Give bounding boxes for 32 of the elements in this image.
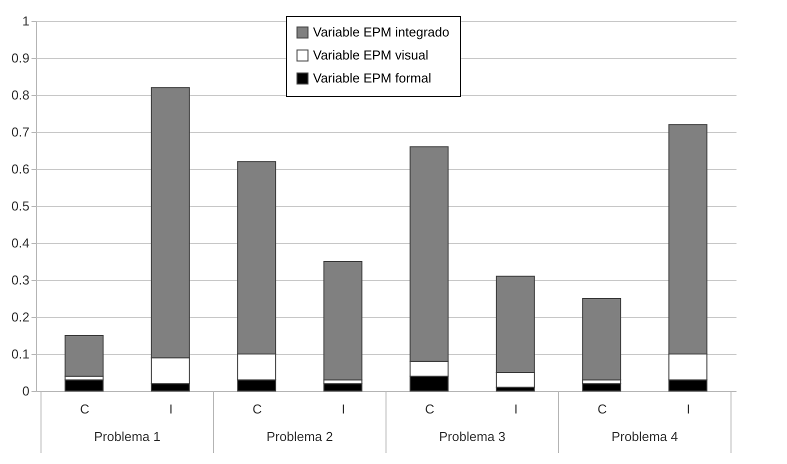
x-tick-label: C — [424, 402, 434, 416]
bar — [582, 383, 622, 392]
bar — [323, 261, 362, 380]
y-tick-label: 0.8 — [11, 88, 30, 102]
y-tick-label: 0.7 — [11, 124, 30, 140]
x-tick-label: I — [342, 402, 346, 416]
legend-label: Variable EPM formal — [313, 70, 432, 86]
y-tick-label: 0.6 — [11, 162, 30, 176]
legend-label: Variable EPM visual — [313, 48, 428, 62]
x-tick-label: I — [514, 402, 518, 416]
y-tick-label: 0.2 — [11, 310, 30, 324]
legend-label: Variable EPM integrado — [313, 24, 450, 40]
y-tick-label: 0.9 — [11, 50, 30, 66]
y-tick-label: 1 — [22, 14, 30, 28]
text: Problema 1 — [94, 429, 160, 444]
y-tick-label: 0.3 — [11, 272, 30, 288]
y-tick-label: 0.1 — [11, 346, 30, 362]
y-tick-label: 0 — [22, 384, 30, 398]
y-tick-label: 0.5 — [11, 198, 30, 214]
bar — [64, 379, 104, 392]
text: Problema 4 — [612, 429, 678, 444]
text: Problema 3 — [439, 429, 506, 444]
x-tick-label: C — [252, 402, 262, 416]
bar — [323, 383, 362, 392]
text: Problema 2 — [266, 429, 333, 444]
x-tick-label: I — [169, 402, 173, 416]
x-tick-label: C — [597, 402, 607, 416]
bar — [582, 298, 622, 380]
y-tick-label: 0.4 — [11, 236, 30, 250]
bar — [64, 335, 104, 377]
x-tick-label: I — [686, 402, 690, 416]
x-tick-label: C — [80, 402, 90, 416]
